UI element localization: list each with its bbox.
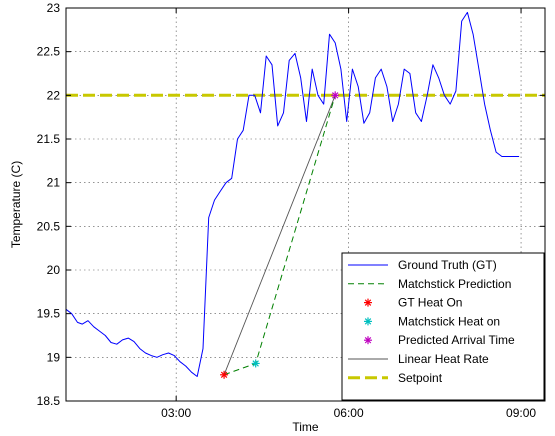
legend-item: Matchstick Prediction	[348, 277, 511, 291]
legend-item: Setpoint	[348, 371, 443, 385]
y-tick-label: 22.5	[37, 45, 61, 59]
y-tick-label: 21	[47, 176, 61, 190]
y-tick-label: 21.5	[37, 132, 61, 146]
matchstick-heat-on-marker	[251, 359, 260, 368]
marker-stroke	[220, 371, 228, 379]
y-tick-label: 22	[47, 88, 61, 102]
legend-item: Linear Heat Rate	[348, 352, 489, 366]
x-tick-label: 03:00	[161, 406, 191, 420]
legend-label: GT Heat On	[398, 296, 462, 310]
legend-label: Matchstick Prediction	[398, 277, 511, 291]
x-tick-label: 09:00	[506, 406, 536, 420]
marker-stroke	[364, 299, 372, 306]
marker-stroke	[364, 336, 372, 344]
linear-heat-rate-line	[223, 95, 336, 375]
legend: Ground Truth (GT) Matchstick Prediction GT…	[341, 252, 545, 401]
legend-label: Matchstick Heat on	[398, 314, 500, 328]
legend-box	[341, 252, 545, 401]
legend-marker	[364, 298, 372, 307]
marker-stroke	[331, 92, 339, 99]
x-axis-label: Time	[292, 420, 319, 434]
ground-truth-gt-line	[65, 11, 520, 377]
legend-marker	[364, 317, 372, 326]
marker-stroke	[364, 318, 372, 325]
predicted-arrival-time-marker	[331, 91, 340, 100]
y-tick-label: 20.5	[37, 219, 61, 233]
legend-label: Ground Truth (GT)	[398, 258, 497, 272]
x-tick-label: 06:00	[334, 406, 364, 420]
y-tick-label: 19	[47, 350, 61, 364]
marker-stroke	[252, 360, 259, 367]
plot-area	[65, 11, 545, 379]
y-tick-label: 18.5	[37, 394, 61, 408]
y-tick-label: 23	[47, 1, 61, 15]
gt-heat-on-marker	[220, 370, 229, 379]
legend-item: GT Heat On	[364, 296, 462, 310]
legend-marker	[364, 336, 372, 345]
axis-ticks: 18.5 19 19.5 20 20.5 21 21.5 22 22.5 23 03:00 06:00…	[37, 1, 545, 420]
legend-item: Predicted Arrival Time	[364, 333, 515, 347]
y-axis-label: Temperature (C)	[9, 161, 23, 248]
legend-label: Setpoint	[398, 371, 443, 385]
axes-frame	[65, 7, 546, 402]
legend-label: Predicted Arrival Time	[398, 333, 515, 347]
legend-item: Ground Truth (GT)	[348, 258, 497, 272]
y-tick-label: 19.5	[37, 307, 61, 321]
legend-label: Linear Heat Rate	[398, 352, 489, 366]
legend-item: Matchstick Heat on	[364, 314, 500, 328]
y-tick-label: 20	[47, 263, 61, 277]
